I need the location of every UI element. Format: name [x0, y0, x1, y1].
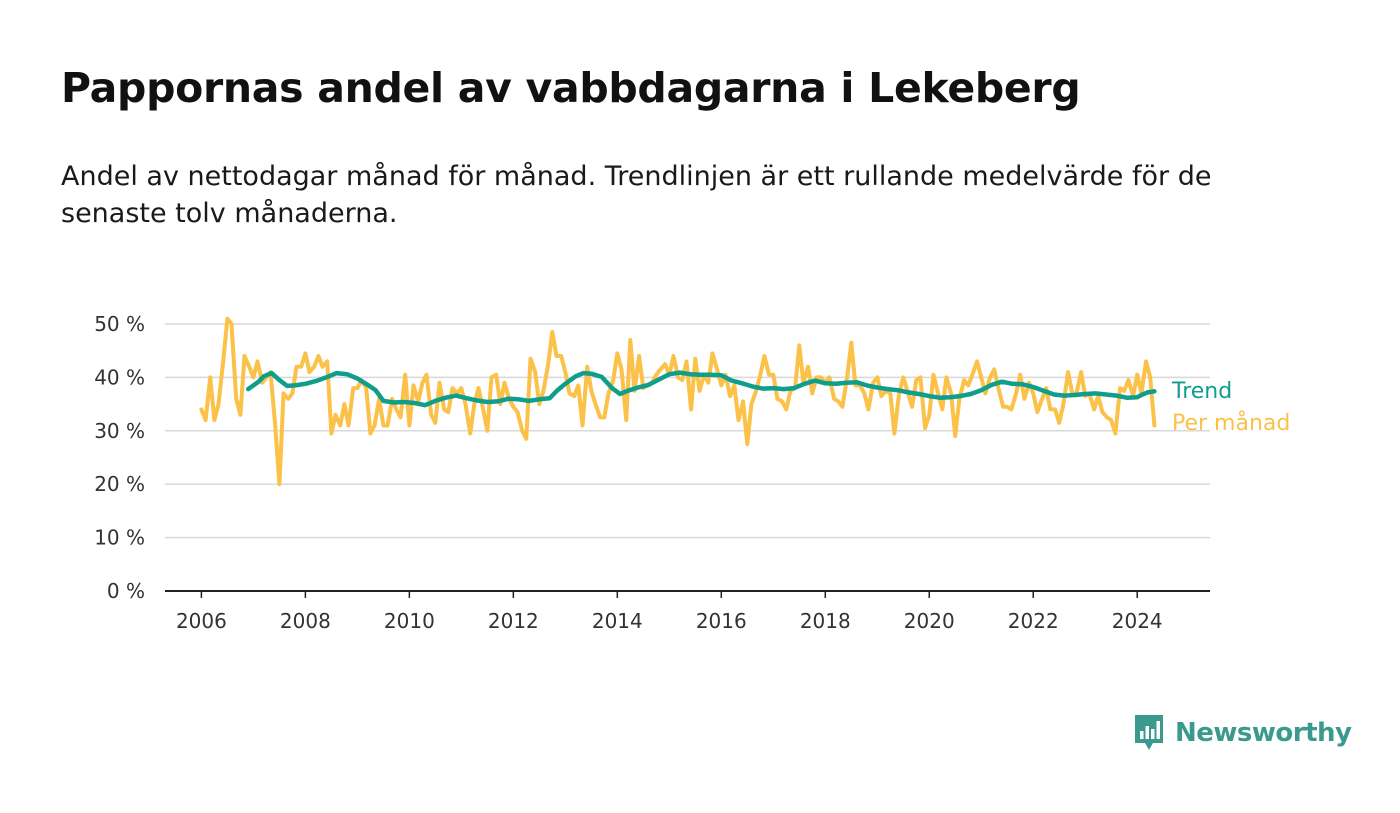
x-tick-label: 2008	[280, 609, 331, 633]
newsworthy-logo-text: Newsworthy	[1175, 718, 1352, 748]
x-tick-label: 2014	[592, 609, 643, 633]
series-line-trend	[245, 370, 1157, 408]
y-tick-label: 10 %	[94, 526, 145, 550]
y-tick-label: 0 %	[107, 579, 145, 603]
series-label-trend: Trend	[1171, 379, 1232, 404]
chart-title: Pappornas andel av vabbdagarna i Lekeber…	[61, 64, 1081, 112]
newsworthy-logo: Newsworthy	[1133, 713, 1352, 753]
x-tick-label: 2020	[904, 609, 955, 633]
newsworthy-logo-icon	[1135, 715, 1163, 750]
series-line-per-manad	[199, 316, 1157, 487]
x-tick-label: 2016	[696, 609, 747, 633]
x-tick-label: 2018	[800, 609, 851, 633]
y-tick-label: 30 %	[94, 419, 145, 443]
y-tick-label: 20 %	[94, 472, 145, 496]
x-tick-label: 2022	[1008, 609, 1059, 633]
x-tick-label: 2024	[1112, 609, 1163, 633]
x-tick-label: 2006	[176, 609, 227, 633]
y-tick-label: 40 %	[94, 365, 145, 389]
chart-subtitle: Andel av nettodagar månad för månad. Tre…	[61, 161, 1212, 229]
x-tick-label: 2012	[488, 609, 539, 633]
series-label-per-manad: Per månad	[1172, 410, 1290, 436]
y-tick-label: 50 %	[94, 312, 145, 336]
x-tick-label: 2010	[384, 609, 435, 633]
